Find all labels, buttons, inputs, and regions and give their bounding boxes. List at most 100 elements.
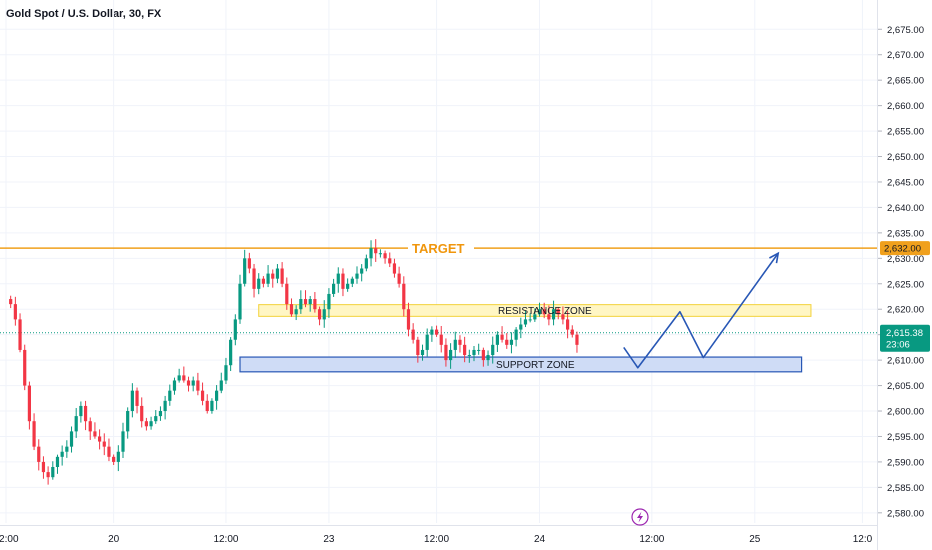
candle-body [116,451,120,462]
candle [83,400,88,431]
candle-body [551,309,556,320]
candle-body [411,329,415,340]
candle-body [51,467,55,478]
candle [491,336,495,364]
candle-body [453,339,457,350]
candle-body [154,416,158,422]
candle [317,306,322,326]
price-scale[interactable] [878,0,932,550]
candle-body [98,436,102,442]
candle-body [83,405,88,422]
candle-body [102,441,106,447]
candle [224,357,228,385]
candle [313,292,317,313]
candle-body [575,334,579,345]
candle [556,306,560,320]
price-tick-label: 2,630.00 [887,254,924,265]
projection-arrowhead [769,251,780,264]
candle [346,278,350,292]
candle-body [93,431,97,437]
candle [486,350,490,366]
candle [566,310,570,339]
candle-body [280,268,284,284]
candles [9,239,579,485]
candle [537,302,542,317]
candle-body [537,309,542,315]
candle [430,326,434,342]
candle-body [247,258,251,269]
candle-body [519,324,523,330]
candle [420,344,425,361]
candle-body [69,431,74,447]
candle-body [41,461,46,473]
candle [18,313,22,353]
candle-body [285,283,289,305]
candle-body [481,349,485,361]
candle-body [275,268,280,279]
candle [570,325,574,338]
candle [369,240,373,267]
price-tick-label: 2,610.00 [887,356,924,367]
candle-body [463,344,467,356]
candle [425,328,429,357]
candle [392,258,397,278]
support-zone[interactable] [239,356,803,373]
candle-body [177,375,181,381]
price-tick-label: 2,660.00 [887,101,924,112]
candle [542,302,546,319]
candle-body [397,273,401,284]
candle [275,264,280,284]
candle-body [444,344,448,361]
candle-body [350,278,354,284]
price-tick-label: 2,595.00 [887,432,924,443]
candle [135,387,139,414]
candle-body [341,273,345,289]
candle [439,325,443,353]
candle [519,317,523,339]
projection-line[interactable] [623,252,779,369]
projection-arrow[interactable] [623,251,780,369]
candle-body [420,349,425,356]
candle [107,438,111,462]
candle [509,332,514,354]
candle-body [163,400,167,412]
price-tick-label: 2,585.00 [887,483,924,494]
candle-body [439,334,443,345]
candle-body [13,304,17,320]
candle [55,454,60,474]
candle [523,310,528,328]
candle-body [37,446,41,462]
candle-body [257,278,261,289]
candle [51,461,55,480]
candle-body [449,349,453,361]
candle [289,298,294,317]
lightning-icon[interactable] [631,508,649,526]
candle [364,254,368,272]
candle-body [406,309,411,330]
candle-body [486,355,490,361]
candle [149,416,153,430]
candle [341,268,345,297]
candle [378,249,382,258]
price-tick-label: 2,605.00 [887,381,924,392]
candle-body [500,334,504,340]
candle [266,265,270,288]
candle [355,266,359,284]
candle-body [416,339,420,356]
candle-body [495,334,499,345]
candle-body [88,421,92,432]
candle-body [303,299,308,305]
candle-body [224,365,228,381]
candle-body [205,400,209,412]
candle [402,276,406,317]
price-tick-label: 2,645.00 [887,177,924,188]
candle [280,262,284,288]
time-tick-label: 12:0 [853,534,873,545]
candle-body [9,299,13,305]
candle [229,337,233,372]
candle-body [266,273,270,284]
candle [65,440,69,458]
grid [0,0,877,523]
candle-body [472,349,476,356]
